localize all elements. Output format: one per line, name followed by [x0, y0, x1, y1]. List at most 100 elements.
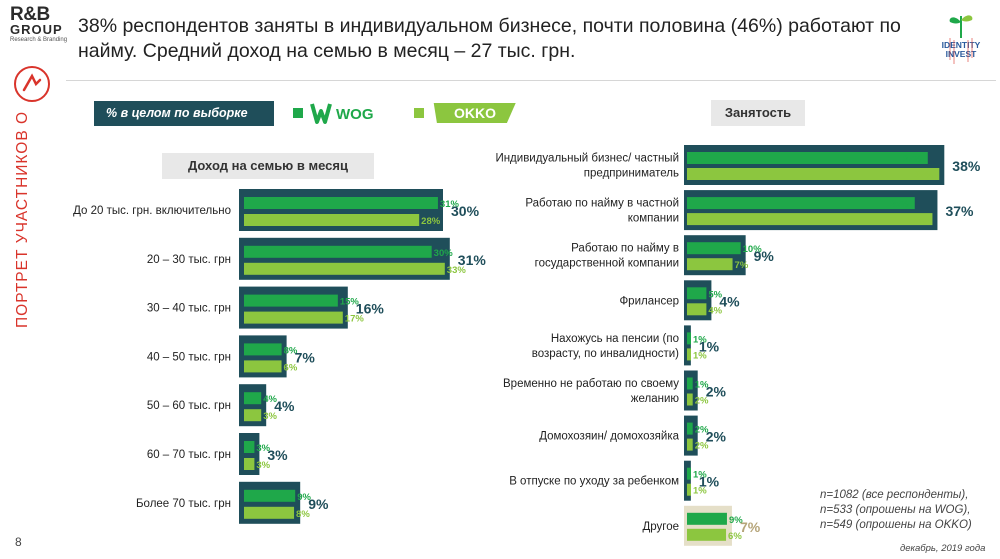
category-label: желанию — [631, 393, 680, 405]
value-label-okko: 39% — [907, 215, 927, 226]
legend-wog-label: WOG — [336, 106, 374, 123]
value-label-okko: 4% — [708, 305, 722, 316]
bar-okko — [244, 506, 295, 519]
page-title: 38% респондентов заняты в индивидуальном… — [78, 15, 901, 62]
title-divider — [66, 80, 996, 81]
bar-okko — [687, 483, 691, 496]
ii-logo-line2: INVEST — [946, 49, 978, 59]
category-label: компании — [628, 213, 679, 225]
wog-w-icon — [310, 103, 332, 124]
category-label: предприниматель — [584, 168, 679, 180]
value-label-wog: 4% — [263, 394, 277, 405]
sample-note: n=1082 (все респонденты), n=533 (опрошен… — [820, 488, 996, 533]
rb-logo-main: R&B — [10, 4, 50, 25]
bar-okko — [244, 409, 262, 422]
bar-wog — [244, 294, 338, 307]
employment-chart-title: Занятость — [711, 100, 805, 126]
value-label-total: 31% — [458, 252, 487, 268]
value-label-total: 4% — [274, 398, 295, 414]
value-label-wog: 15% — [340, 297, 360, 308]
sidebar-section-text: ПОРТРЕТ УЧАСТНИКОВ ОПРОСА — [14, 112, 31, 328]
value-label-okko: 3% — [256, 460, 270, 471]
bar-wog — [687, 512, 727, 525]
value-label-okko: 7% — [735, 260, 749, 271]
bar-wog — [244, 441, 255, 453]
bar-total — [684, 325, 691, 366]
bar-wog — [687, 197, 915, 210]
category-label: До 20 тыс. грн. включительно — [73, 205, 231, 217]
bar-wog — [687, 287, 707, 300]
value-label-okko: 39% — [914, 170, 934, 181]
value-label-wog: 30% — [434, 248, 454, 259]
bar-total — [684, 460, 691, 501]
okko-logo: OKKO — [430, 101, 520, 125]
category-label: государственной компании — [535, 258, 679, 270]
value-label-wog: 3% — [256, 443, 270, 454]
category-label: 50 – 60 тыс. грн — [147, 400, 231, 412]
bar-okko — [687, 348, 691, 361]
income-chart-title: Доход на семью в месяц — [162, 153, 374, 179]
bar-okko — [687, 213, 933, 226]
value-label-wog: 1% — [693, 470, 707, 481]
category-label: Фрилансер — [619, 295, 679, 307]
rb-logo-sub: GROUP — [10, 22, 63, 37]
sample-note-line: n=533 (опрошены на WOG), — [820, 504, 971, 516]
bar-wog — [244, 489, 296, 502]
bar-okko — [244, 311, 343, 324]
value-label-total: 2% — [706, 429, 727, 445]
value-label-total: 2% — [706, 384, 727, 400]
identity-invest-logo: IDENTITY INVEST — [928, 8, 994, 68]
value-label-wog: 35% — [890, 199, 910, 210]
value-label-okko: 2% — [695, 396, 709, 407]
value-label-total: 4% — [719, 293, 740, 309]
value-label-okko: 2% — [695, 441, 709, 452]
value-label-wog: 9% — [729, 515, 743, 526]
bar-wog — [244, 392, 262, 405]
bar-okko — [244, 262, 445, 275]
value-label-total: 3% — [267, 447, 288, 463]
legend-okko-swatch — [414, 108, 424, 118]
value-label-total: 37% — [945, 203, 974, 219]
value-label-wog: 2% — [695, 425, 709, 436]
wog-logo: WOG — [310, 101, 390, 125]
survey-portrait-icon — [12, 64, 52, 104]
value-label-total: 1% — [699, 474, 720, 490]
value-label-total: 9% — [308, 496, 329, 512]
bar-wog — [687, 467, 691, 480]
category-label: 60 – 70 тыс. грн — [147, 449, 231, 461]
value-label-okko: 3% — [263, 411, 277, 422]
category-label: Временно не работаю по своему — [503, 378, 679, 390]
category-label: В отпуске по уходу за ребенком — [509, 476, 679, 488]
value-label-wog: 9% — [297, 492, 311, 503]
value-label-okko: 33% — [447, 265, 467, 276]
rb-group-logo: R&B GROUP Research & Branding — [10, 4, 68, 46]
category-label: 30 – 40 тыс. грн — [147, 303, 231, 315]
value-label-wog: 31% — [440, 199, 460, 210]
category-label: 40 – 50 тыс. грн — [147, 351, 231, 363]
rb-logo-tag: Research & Branding — [10, 37, 68, 43]
value-label-wog: 1% — [693, 334, 707, 345]
value-label-okko: 28% — [421, 216, 441, 227]
bar-okko — [687, 438, 693, 451]
value-label-total: 7% — [295, 349, 316, 365]
value-label-total: 1% — [699, 338, 720, 354]
category-label: Работаю по найму в — [571, 243, 679, 255]
category-label: Более 70 тыс. грн — [136, 498, 231, 510]
bar-wog — [687, 332, 691, 345]
value-label-okko: 17% — [345, 314, 365, 325]
value-label-okko: 6% — [728, 531, 742, 542]
report-date: декабрь, 2019 года — [900, 543, 986, 554]
category-label: Другое — [642, 521, 679, 533]
sample-note-line: n=549 (опрошены на OKKO) — [820, 519, 972, 531]
bar-wog — [687, 242, 741, 255]
bar-wog — [244, 197, 438, 209]
ii-logo-line1: IDENTITY — [942, 40, 981, 50]
bar-okko — [687, 258, 733, 271]
value-label-total: 38% — [952, 158, 981, 174]
bar-okko — [687, 393, 693, 406]
bar-okko — [687, 168, 940, 180]
bar-okko — [244, 458, 255, 470]
value-label-total: 9% — [754, 248, 775, 264]
value-label-total: 30% — [451, 203, 480, 219]
category-label: 20 – 30 тыс. грн — [147, 254, 231, 266]
